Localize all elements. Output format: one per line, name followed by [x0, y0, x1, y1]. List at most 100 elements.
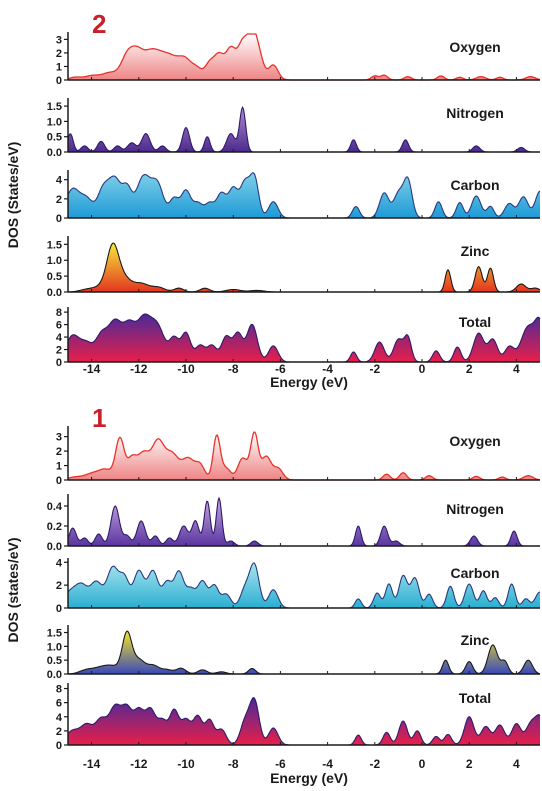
y-tick-label: 2: [56, 580, 62, 592]
subplot-zinc: 0.0 0.5 1.0 1.5 Zinc: [47, 236, 541, 299]
y-tick-label: 8: [56, 684, 62, 696]
element-label-total: Total: [459, 690, 491, 706]
element-label-zinc: Zinc: [461, 243, 490, 259]
panel-label-2: 2: [92, 9, 106, 39]
x-tick-label: -2: [369, 757, 380, 771]
element-label-oxygen: Oxygen: [449, 39, 500, 55]
subplot-oxygen: 0 1 2 3 Oxygen: [56, 426, 541, 487]
x-tick-label: -14: [83, 362, 101, 376]
subplot-oxygen: 0 12 3 Oxygen: [56, 32, 541, 87]
y-tick-label: 0.0: [47, 147, 62, 159]
dos-area-carbon: [68, 172, 540, 218]
y-tick-label: 2: [56, 446, 62, 458]
x-tick-label: 4: [513, 362, 520, 376]
element-label-total: Total: [459, 314, 491, 330]
y-axis-title-2: DOS (States/eV): [5, 142, 21, 249]
y-axis-title-1: DOS (states/eV): [5, 537, 21, 642]
x-tick-label: 2: [466, 757, 473, 771]
subplot-nitrogen: 0.0 0.5 1.0 1.5 Nitrogen: [47, 98, 540, 159]
x-tick-label: 0: [419, 757, 426, 771]
x-tick-label: -4: [322, 757, 333, 771]
y-tick-label: 2: [56, 194, 62, 206]
x-tick-label: -6: [275, 757, 286, 771]
x-tick-label: -12: [130, 757, 148, 771]
y-tick-label: 6: [56, 698, 62, 710]
dos-area-total: [68, 697, 540, 745]
y-tick-label: 2: [56, 726, 62, 738]
x-axis-title-2: Energy (eV): [270, 374, 348, 390]
y-tick-label: 4: [56, 332, 63, 344]
y-tick-label: 1.0: [47, 116, 62, 128]
x-tick-label: -2: [369, 362, 380, 376]
panel-label-1: 1: [92, 403, 106, 433]
y-tick-label: 1: [56, 461, 62, 473]
y-tick-label: 0: [56, 75, 62, 87]
y-tick-label: 1.0: [47, 255, 62, 267]
element-label-carbon: Carbon: [451, 565, 500, 581]
dos-area-carbon: [68, 562, 540, 608]
subplot-nitrogen: 0.0 0.2 0.4 Nitrogen: [47, 494, 540, 553]
element-label-nitrogen: Nitrogen: [446, 105, 504, 121]
x-tick-label: -6: [275, 362, 286, 376]
y-tick-label: 0: [56, 213, 62, 225]
x-tick-label: -14: [83, 757, 101, 771]
dos-area-zinc: [68, 243, 540, 292]
dos-area-nitrogen: [68, 498, 540, 546]
element-label-carbon: Carbon: [451, 177, 500, 193]
dos-area-zinc: [68, 631, 540, 674]
figure-1: 1 DOS (states/eV) Energy (eV) 0 1 2 3 Oxygen…: [5, 403, 541, 786]
y-tick-label: 1: [56, 61, 62, 73]
x-tick-label: -8: [228, 362, 239, 376]
dos-area-oxygen: [68, 432, 540, 480]
y-tick-label: 2: [56, 48, 62, 60]
y-tick-label: 0: [56, 603, 62, 615]
y-tick-label: 0.5: [47, 655, 62, 667]
y-tick-label: 2: [56, 345, 62, 357]
x-tick-label: -10: [177, 757, 195, 771]
x-tick-label: 2: [466, 362, 473, 376]
subplot-carbon: 0 2 4 Carbon: [56, 170, 541, 225]
x-tick-label: -8: [228, 757, 239, 771]
x-axis-title-1: Energy (eV): [270, 770, 348, 786]
y-tick-label: 0.0: [47, 669, 62, 681]
y-tick-label: 4: [56, 175, 63, 187]
y-tick-label: 0: [56, 475, 62, 487]
y-tick-label: 0.0: [47, 287, 62, 299]
y-tick-label: 0.2: [47, 521, 62, 533]
x-tick-label: -4: [322, 362, 333, 376]
x-tick-label: -10: [177, 362, 195, 376]
element-label-zinc: Zinc: [461, 632, 490, 648]
subplot-zinc: 0.0 0.5 1.01.5 Zinc: [47, 625, 541, 681]
x-tick-label: 0: [419, 362, 426, 376]
y-tick-label: 0.5: [47, 132, 62, 144]
subplot-total: 0 2 4 6 8 Total: [56, 683, 541, 752]
y-tick-label: 0.0: [47, 541, 62, 553]
y-tick-label: 3: [56, 432, 62, 444]
y-tick-label: 0.4: [47, 501, 63, 513]
dos-area-total: [68, 314, 540, 362]
y-tick-label: 8: [56, 307, 62, 319]
y-tick-label: 4: [56, 557, 63, 569]
y-tick-label: 1.0: [47, 641, 62, 653]
dos-area-nitrogen: [68, 107, 540, 152]
y-tick-label: 0.5: [47, 271, 62, 283]
element-label-nitrogen: Nitrogen: [446, 501, 504, 517]
y-tick-label: 0: [56, 740, 62, 752]
x-tick-label: 4: [513, 757, 520, 771]
y-tick-label: 1.5: [47, 628, 62, 640]
x-tick-label: -12: [130, 362, 148, 376]
y-tick-label: 1.5: [47, 101, 62, 113]
y-tick-label: 1.5: [47, 239, 62, 251]
element-label-oxygen: Oxygen: [449, 433, 500, 449]
y-tick-label: 4: [56, 712, 63, 724]
y-tick-label: 0: [56, 357, 62, 369]
y-tick-label: 3: [56, 34, 62, 46]
subplot-carbon: 0 2 4 Carbon: [56, 557, 541, 615]
dos-area-oxygen: [68, 34, 540, 80]
y-tick-label: 6: [56, 320, 62, 332]
